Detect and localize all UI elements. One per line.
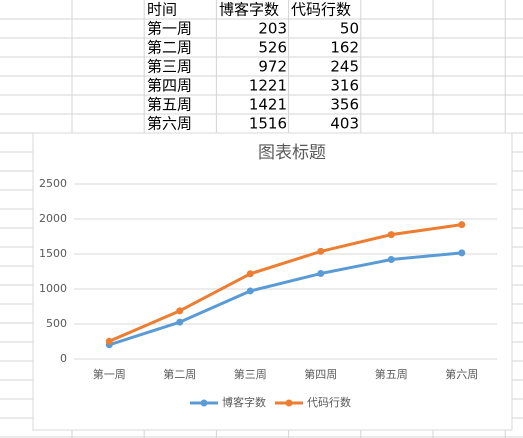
cell: 第三周 (147, 58, 192, 76)
cell: 50 (340, 20, 359, 38)
y-tick-label: 0 (60, 352, 67, 365)
cell: 1516 (249, 115, 287, 133)
y-tick-label: 2000 (39, 212, 67, 225)
cell: 第四周 (147, 77, 192, 95)
x-tick-label: 第四周 (304, 367, 337, 381)
chart-title: 图表标题 (258, 143, 326, 163)
cell: 1221 (249, 77, 287, 95)
point (176, 307, 184, 315)
series-line (108, 251, 462, 347)
point (246, 270, 254, 278)
point (317, 247, 325, 255)
x-tick-label: 第二周 (163, 367, 196, 381)
y-tick-label: 1500 (39, 247, 67, 260)
legend-marker (285, 399, 293, 407)
y-tick-label: 500 (46, 317, 67, 330)
point (387, 231, 395, 239)
point (246, 287, 254, 295)
point (176, 318, 184, 326)
cell: 316 (330, 77, 359, 95)
x-tick-label: 第五周 (375, 367, 408, 381)
x-tick-label: 第六周 (445, 367, 478, 381)
header-cell: 时间 (147, 1, 177, 19)
point (458, 249, 466, 257)
cell: 第一周 (147, 20, 192, 38)
cell: 245 (330, 58, 359, 76)
cell: 526 (258, 39, 287, 57)
cell: 203 (258, 20, 287, 38)
series-line (108, 223, 462, 343)
cell: 第二周 (147, 39, 192, 57)
header-cell: 代码行数 (291, 1, 351, 19)
y-tick-label: 1000 (39, 282, 67, 295)
point (317, 270, 325, 278)
point (387, 256, 395, 264)
chart-area[interactable] (32, 132, 513, 431)
cell: 162 (330, 39, 359, 57)
cell: 第六周 (147, 115, 192, 133)
cell: 第五周 (147, 96, 192, 114)
point (458, 221, 466, 229)
cell: 972 (258, 58, 287, 76)
legend-label: 代码行数 (307, 396, 351, 409)
x-tick-label: 第一周 (93, 367, 126, 381)
point (105, 337, 113, 345)
chart: 0 500 1000 1500 2000 2500 第一周 第二周 第三周 第四周 第五周 第六周博客… (39, 177, 497, 409)
y-tick-label: 2500 (39, 177, 67, 190)
legend-marker (200, 399, 208, 407)
cell: 403 (330, 115, 359, 133)
cell: 1421 (249, 96, 287, 114)
cell: 356 (330, 96, 359, 114)
header-cell: 博客字数 (219, 1, 279, 19)
x-tick-label: 第三周 (234, 367, 267, 381)
legend-label: 博客字数 (222, 395, 266, 409)
